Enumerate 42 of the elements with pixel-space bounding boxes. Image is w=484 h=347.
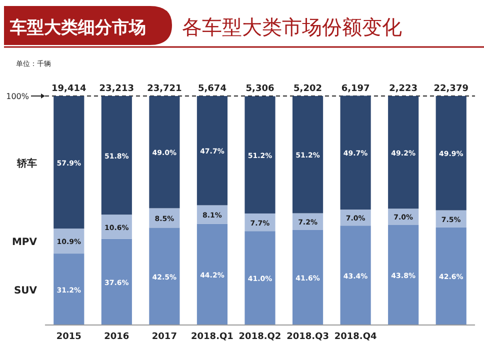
x-tick-label: 2018.Q3 bbox=[286, 332, 329, 342]
x-tick-label: 2017 bbox=[152, 332, 177, 342]
bar bbox=[436, 227, 466, 325]
annotation: 5,202 bbox=[294, 84, 322, 94]
bar bbox=[388, 224, 419, 325]
bar bbox=[340, 226, 371, 325]
annotation: 5,306 bbox=[246, 84, 274, 94]
series-label: 轿车 bbox=[16, 157, 37, 170]
x-tick-label: 2018.Q2 bbox=[238, 332, 282, 342]
x-tick-label: 2016 bbox=[104, 332, 130, 342]
bar bbox=[244, 96, 276, 214]
annotation: 2,223 bbox=[389, 84, 418, 94]
bar bbox=[244, 231, 276, 325]
bar bbox=[388, 96, 419, 209]
bar bbox=[54, 254, 84, 325]
bar bbox=[292, 96, 324, 214]
bar bbox=[149, 228, 180, 325]
series-label: SUV bbox=[14, 285, 38, 296]
chart-title: 车型大类细分市场 bbox=[9, 18, 146, 38]
y-tick-label: 100% bbox=[6, 92, 30, 101]
annotation: 5,674 bbox=[198, 84, 226, 94]
annotation: 19,414 bbox=[52, 84, 86, 94]
annotation: 22,379 bbox=[434, 84, 468, 94]
bar bbox=[196, 224, 228, 325]
bar bbox=[340, 96, 371, 210]
bar bbox=[54, 96, 84, 229]
bar bbox=[101, 96, 132, 215]
bar bbox=[196, 205, 228, 224]
series-label: MPV bbox=[12, 237, 38, 248]
x-tick-label: 2015 bbox=[56, 332, 82, 342]
chart-subtitle: 各车型大类市场份额变化 bbox=[182, 15, 402, 39]
annotation: 23,213 bbox=[99, 84, 134, 94]
x-tick-label: 2018.Q1 bbox=[191, 332, 234, 342]
x-tick-label: 2018.Q4 bbox=[334, 332, 377, 342]
bar bbox=[244, 213, 276, 232]
annotation: 23,721 bbox=[147, 84, 182, 94]
bar bbox=[149, 96, 180, 208]
bar bbox=[436, 96, 466, 210]
bar bbox=[101, 238, 132, 325]
bar bbox=[292, 230, 324, 325]
annotation: 6,197 bbox=[341, 84, 370, 94]
bar bbox=[196, 96, 228, 206]
